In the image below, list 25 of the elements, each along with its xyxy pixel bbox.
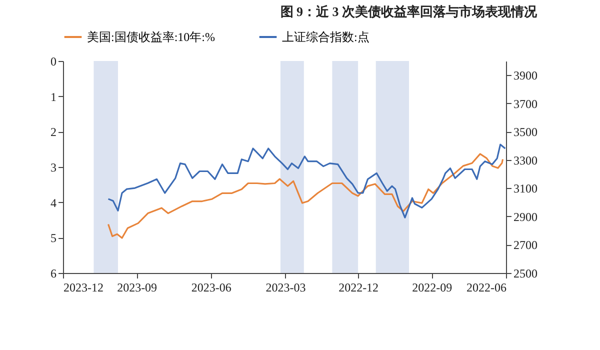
x-tick-label: 2022-06 — [466, 280, 506, 294]
y2-tick-label: 2900 — [514, 210, 538, 224]
x-tick-label: 2023-06 — [191, 280, 232, 294]
y-tick-label: 5 — [50, 231, 56, 246]
y2-tick-label: 2700 — [514, 238, 538, 252]
y-tick-label: 3 — [50, 160, 56, 174]
y-tick-label: 1 — [50, 90, 56, 104]
y2-tick-label: 3900 — [514, 68, 538, 83]
x-tick-label: 2023-12 — [64, 280, 104, 294]
legend-label: 美国:国债收益率:10年:% — [87, 30, 215, 44]
y-tick-label: 0 — [50, 54, 56, 68]
legend-label: 上证综合指数:点 — [282, 30, 370, 44]
y2-tick-label: 2500 — [514, 266, 538, 280]
chart-title: 图 9：近 3 次美债收益率回落与市场表现情况 — [280, 4, 538, 19]
x-tick-label: 2023-09 — [117, 280, 158, 294]
x-tick-label: 2022-09 — [412, 280, 452, 294]
x-tick-label: 2023-03 — [266, 280, 306, 294]
y-tick-label: 6 — [50, 266, 56, 280]
y2-tick-label: 3500 — [514, 125, 538, 140]
y-tick-label: 4 — [50, 196, 56, 210]
y2-tick-label: 3700 — [514, 96, 538, 111]
y-tick-label: 2 — [50, 125, 56, 140]
y2-tick-label: 3100 — [514, 182, 538, 196]
y2-tick-label: 3300 — [514, 153, 538, 168]
x-tick-label: 2022-12 — [338, 280, 379, 294]
